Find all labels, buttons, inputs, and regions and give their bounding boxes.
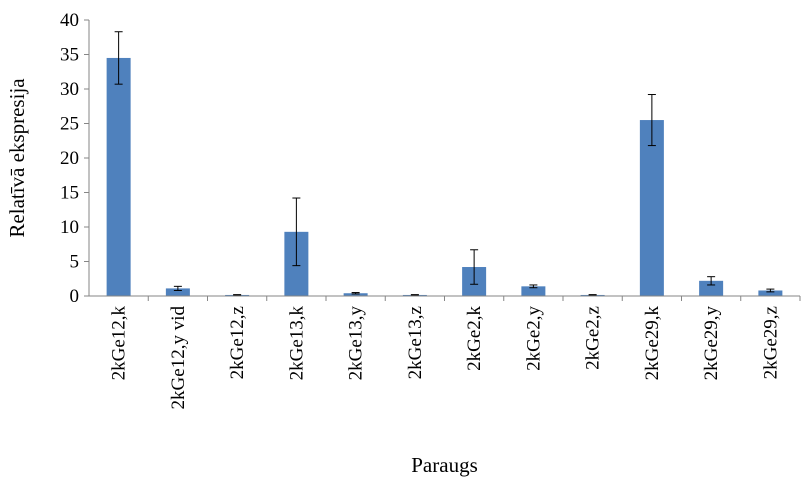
y-tick-label: 40 bbox=[60, 10, 79, 31]
bar bbox=[165, 288, 190, 296]
x-tick-label: 2kGe12,y vid bbox=[168, 306, 189, 410]
y-axis-ticks: 0 5 10 15 20 25 30 35 40 bbox=[60, 10, 89, 307]
x-axis-title: Paraugs bbox=[411, 453, 478, 477]
error-bar bbox=[233, 294, 242, 296]
y-tick-label: 35 bbox=[60, 45, 79, 66]
error-bar bbox=[173, 285, 182, 291]
y-tick-label: 0 bbox=[70, 286, 80, 307]
x-tick-label: 2kGe2,y bbox=[523, 306, 544, 371]
error-bar bbox=[470, 249, 479, 285]
x-tick-label: 2kGe2,z bbox=[583, 306, 604, 370]
y-axis-title: Relatīvā ekspresija bbox=[5, 78, 29, 238]
x-tick-label: 2kGe13,z bbox=[405, 306, 426, 379]
y-tick-label: 30 bbox=[60, 79, 79, 100]
x-tick-label: 2kGe29,z bbox=[760, 306, 781, 379]
error-bar bbox=[114, 31, 123, 85]
y-tick-label: 25 bbox=[60, 114, 79, 135]
bar bbox=[758, 290, 783, 296]
error-bar bbox=[647, 94, 656, 147]
y-tick-label: 5 bbox=[70, 252, 80, 273]
x-tick-label: 2kGe13,k bbox=[286, 306, 307, 381]
bar bbox=[639, 120, 664, 296]
error-bar bbox=[351, 292, 360, 295]
y-tick-label: 15 bbox=[60, 183, 79, 204]
x-tick-label: 2kGe13,y bbox=[346, 306, 367, 381]
error-bar bbox=[588, 294, 597, 296]
y-tick-label: 10 bbox=[60, 217, 79, 238]
x-axis-tick-labels: 2kGe12,k 2kGe12,y vid 2kGe12,z 2kGe13,k 2kGe… bbox=[109, 296, 801, 410]
bar bbox=[521, 286, 546, 296]
x-tick-label: 2kGe2,k bbox=[464, 306, 485, 371]
x-tick-label: 2kGe29,y bbox=[701, 306, 722, 381]
error-bars bbox=[114, 31, 775, 296]
bar bbox=[343, 293, 368, 296]
x-tick-label: 2kGe12,z bbox=[227, 306, 248, 379]
bar bbox=[699, 280, 724, 296]
x-tick-label: 2kGe12,k bbox=[109, 306, 130, 381]
y-tick-label: 20 bbox=[60, 148, 79, 169]
error-bar bbox=[707, 276, 716, 286]
error-bar bbox=[292, 197, 301, 267]
bar bbox=[106, 57, 131, 297]
error-bar bbox=[529, 284, 538, 289]
bars bbox=[106, 57, 783, 297]
error-bar bbox=[766, 288, 775, 293]
error-bar bbox=[410, 294, 419, 296]
x-tick-label: 2kGe29,k bbox=[642, 306, 663, 381]
